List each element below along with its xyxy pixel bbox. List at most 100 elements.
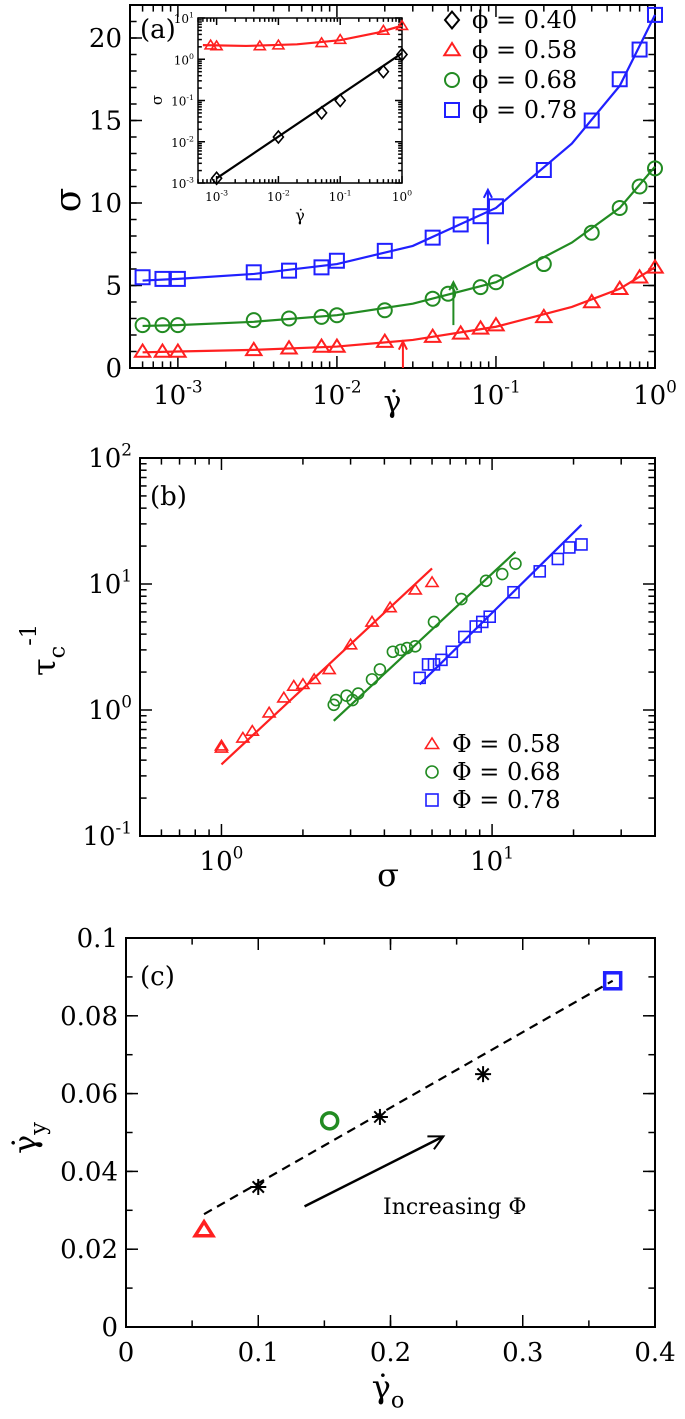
triangle-marker — [582, 293, 602, 309]
inset-y-tick-label: 10-1 — [171, 93, 194, 108]
circle-marker — [373, 663, 387, 676]
circle-marker — [319, 1111, 340, 1131]
panel-c-frame — [125, 937, 656, 1328]
square-marker — [535, 162, 552, 178]
star-stroke — [476, 1067, 490, 1081]
panel-label: (a) — [140, 15, 176, 45]
triangle-marker — [327, 337, 347, 353]
square-marker — [563, 541, 576, 554]
circle-marker — [444, 72, 460, 88]
y-tick-label: 10 — [89, 189, 122, 219]
inset-y-axis-label: σ — [148, 95, 166, 105]
diamond-marker — [315, 105, 328, 121]
square-marker — [631, 41, 648, 58]
x-axis-label: σ — [377, 856, 399, 894]
fit-line — [142, 266, 656, 354]
y-tick-label: 0.06 — [60, 1080, 118, 1110]
panel-label: (b) — [150, 482, 187, 512]
y-tick-label: 0 — [105, 354, 122, 384]
legend-label: ϕ = 0.78 — [472, 96, 577, 124]
triangle-marker — [152, 342, 172, 358]
triangle-marker — [244, 724, 260, 737]
triangle-marker — [645, 258, 665, 274]
star-stroke — [251, 1180, 265, 1194]
y-tick-label: 0.1 — [77, 924, 118, 954]
square-marker — [507, 585, 520, 599]
triangle-marker — [276, 690, 292, 703]
square-marker — [154, 270, 171, 287]
fit-line — [333, 551, 517, 722]
triangle-marker — [442, 41, 462, 57]
circle-marker — [351, 687, 365, 700]
circle-marker — [425, 765, 439, 779]
square-marker — [469, 620, 483, 633]
triangle-marker — [252, 39, 267, 51]
square-marker — [134, 269, 151, 286]
triangle-marker — [213, 738, 229, 751]
diamond-marker — [443, 10, 461, 30]
triangle-marker — [295, 677, 311, 690]
triangle-marker — [610, 279, 630, 296]
y-tick-label: 5 — [105, 272, 122, 302]
y-tick-label: 0.04 — [60, 1157, 118, 1187]
circle-marker — [386, 645, 400, 659]
inset-x-axis-label: γ̇ — [295, 206, 305, 225]
arrow-head — [482, 187, 493, 199]
square-marker — [169, 270, 186, 287]
annotation-text: Increasing Φ — [383, 1195, 526, 1220]
legend-label: Φ = 0.68 — [452, 758, 560, 786]
inset-fit-line — [215, 52, 403, 180]
y-tick-label: 15 — [89, 107, 122, 137]
y-tick-label: 102 — [88, 439, 132, 474]
y-tick-label: 10-1 — [82, 817, 132, 852]
triangle-marker — [424, 575, 440, 588]
inset-y-tick-label: 100 — [174, 52, 194, 67]
circle-marker — [365, 673, 379, 686]
circle-marker — [611, 199, 628, 216]
x-tick-label: 101 — [470, 842, 514, 877]
square-marker — [483, 610, 497, 624]
panel-c: 0 0.1 0.2 0.3 0.4 0 0.02 0.04 0.06 0.08 0.1 γ̇o γ̇y (… — [6, 924, 676, 1414]
arrow-head — [448, 279, 459, 291]
circle-marker — [376, 302, 393, 319]
circle-marker — [313, 308, 330, 325]
x-axis-label: γ̇ — [384, 385, 402, 420]
y-axis-label: γ̇y — [6, 1122, 52, 1154]
inset-y-tick-label: 10-2 — [171, 134, 194, 149]
legend-label: ϕ = 0.58 — [472, 36, 577, 64]
x-tick-label: 10-1 — [471, 376, 521, 411]
circle-marker — [328, 307, 345, 324]
legend-label: ϕ = 0.40 — [472, 6, 577, 34]
square-marker — [458, 630, 471, 644]
circle-marker — [455, 592, 468, 606]
annotation-arrow-head — [427, 1135, 446, 1150]
square-marker — [444, 102, 460, 118]
triangle-marker — [286, 679, 302, 691]
square-marker — [445, 645, 459, 659]
diamond-marker — [395, 47, 409, 62]
circle-marker — [400, 641, 414, 655]
star-marker — [250, 1178, 267, 1195]
triangle-marker — [271, 38, 286, 50]
x-tick-label: 10-2 — [312, 376, 362, 411]
triangle-marker — [423, 736, 441, 750]
x-tick-label: 100 — [633, 376, 677, 411]
circle-marker — [394, 643, 408, 657]
star-marker — [475, 1066, 492, 1083]
inset-y-tick-label: 10-3 — [171, 176, 194, 191]
square-marker — [425, 793, 439, 807]
circle-marker — [487, 274, 504, 291]
square-marker — [245, 264, 262, 281]
x-tick-label: 100 — [200, 842, 244, 877]
x-axis-label: γ̇o — [372, 1368, 405, 1414]
triangle-marker — [235, 730, 251, 743]
triangle-marker — [133, 342, 153, 358]
triangle-marker — [333, 33, 348, 45]
legend-label: ϕ = 0.68 — [472, 66, 577, 94]
circle-marker — [134, 317, 151, 334]
square-marker — [575, 538, 588, 551]
fit-line — [142, 14, 656, 282]
y-axis-label: σ — [48, 188, 89, 213]
triangle-marker — [395, 19, 409, 31]
square-marker — [424, 229, 441, 246]
